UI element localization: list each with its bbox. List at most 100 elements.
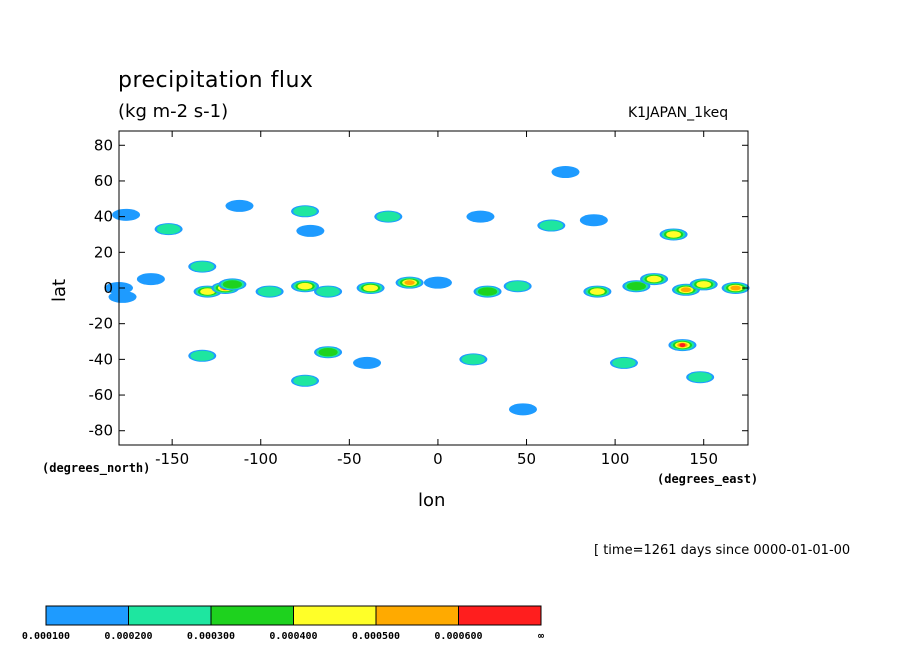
colorbar-label: ∞: [538, 631, 544, 642]
y-tick-label: -40: [89, 350, 114, 368]
precip-region: [291, 374, 320, 387]
precip-level-4: [646, 275, 662, 283]
precip-level-2: [505, 281, 530, 292]
precip-region: [579, 214, 608, 227]
precip-level-2: [376, 211, 401, 222]
colorbar-label: 0.000100: [22, 631, 70, 642]
precip-level-2: [461, 354, 486, 365]
precip-level-5: [404, 280, 415, 286]
precip-region: [188, 260, 217, 273]
x-tick-label: 150: [689, 450, 718, 468]
precip-region: [622, 280, 651, 293]
y-tick-label: 0: [103, 279, 113, 297]
precip-region: [459, 353, 488, 366]
run-label: K1JAPAN_1keq: [628, 105, 729, 121]
colorbar-label: 0.000500: [352, 631, 400, 642]
precip-level-1: [579, 214, 608, 227]
precip-level-6: [679, 343, 686, 348]
precip-level-1: [136, 273, 165, 286]
colorbar-label: 0.000200: [104, 631, 152, 642]
precip-region: [551, 166, 580, 179]
colorbar-cell: [128, 605, 212, 626]
precip-region: [689, 278, 718, 291]
precip-level-4: [297, 282, 313, 290]
precip-region: [473, 285, 502, 298]
precip-region: [686, 371, 715, 384]
precip-region: [154, 223, 183, 236]
precip-region: [356, 282, 385, 294]
precip-region: [353, 356, 382, 369]
colorbar-cell: [458, 605, 542, 626]
precip-level-4: [696, 281, 712, 288]
precip-regions: [105, 166, 750, 416]
precip-region: [583, 285, 612, 298]
y-tick-label: 20: [94, 243, 113, 261]
precip-level-1: [225, 199, 254, 212]
precip-level-3: [222, 280, 242, 289]
colorbar-label: 0.000300: [187, 631, 235, 642]
y-tick-label: -80: [89, 422, 114, 440]
precip-region: [218, 278, 247, 291]
colorbar-label: 0.000600: [434, 631, 482, 642]
colorbar-cell: [210, 605, 294, 626]
precip-region: [668, 339, 697, 352]
chart-title: precipitation flux: [118, 68, 314, 93]
precip-level-1: [466, 210, 495, 223]
x-tick-label: -50: [337, 450, 362, 468]
precip-region: [255, 285, 284, 298]
precip-level-3: [477, 287, 498, 296]
precip-region: [640, 273, 669, 286]
precip-level-4: [200, 288, 215, 295]
precip-level-2: [316, 286, 340, 297]
precip-region: [291, 280, 320, 293]
precip-level-2: [156, 224, 181, 235]
x-tick-label: 50: [517, 450, 536, 468]
precip-region: [225, 199, 254, 212]
y-tick-label: -60: [89, 386, 114, 404]
precip-level-5: [730, 285, 741, 291]
precip-level-1: [423, 276, 452, 289]
y-axis-unit: (degrees_north): [42, 461, 151, 475]
precip-level-2: [257, 286, 282, 297]
precip-level-4: [666, 231, 681, 238]
precip-region: [112, 208, 141, 221]
precip-region: [314, 346, 343, 359]
precip-level-3: [318, 348, 338, 357]
precip-region: [466, 210, 495, 223]
precip-region: [537, 219, 566, 232]
x-tick-label: 0: [433, 450, 443, 468]
precip-level-1: [508, 403, 537, 416]
x-tick-label: 100: [601, 450, 630, 468]
precip-level-1: [353, 356, 382, 369]
precip-region: [721, 282, 750, 294]
y-tick-label: 60: [94, 172, 113, 190]
precip-region: [296, 224, 325, 237]
precip-level-2: [293, 206, 317, 217]
precip-level-1: [551, 166, 580, 179]
precip-level-2: [190, 350, 215, 361]
precip-level-4: [363, 284, 378, 292]
precip-level-2: [612, 357, 636, 369]
y-axis-label: lat: [49, 278, 71, 303]
precip-region: [659, 228, 688, 241]
precip-region: [314, 285, 343, 298]
precip-region: [188, 349, 217, 362]
y-tick-label: 80: [94, 136, 113, 154]
precip-level-2: [688, 372, 712, 383]
precip-region: [374, 210, 403, 223]
chart-units: (kg m-2 s-1): [118, 101, 229, 122]
precip-level-3: [626, 282, 646, 291]
precip-region: [503, 280, 532, 293]
colorbar-cell: [375, 605, 459, 626]
precip-region: [291, 205, 320, 218]
precip-region: [423, 276, 452, 289]
precip-level-2: [293, 375, 317, 386]
x-axis-unit: (degrees_east): [657, 472, 759, 486]
precip-level-1: [112, 208, 141, 221]
colorbar-cell: [293, 605, 377, 626]
precip-region: [508, 403, 537, 416]
y-tick-label: 40: [94, 208, 113, 226]
precip-level-4: [589, 288, 605, 295]
precip-region: [395, 276, 424, 289]
